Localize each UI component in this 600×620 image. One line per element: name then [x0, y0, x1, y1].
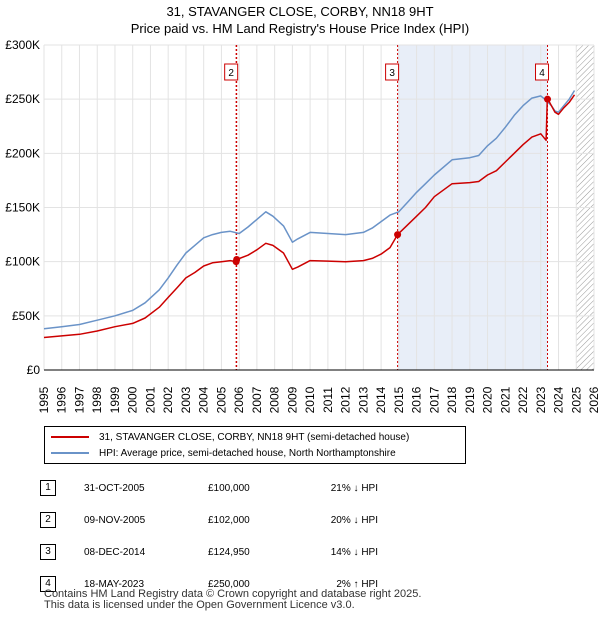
y-tick-label: £250K: [5, 92, 40, 106]
x-tick-label: 2004: [197, 386, 211, 413]
y-tick-label: £100K: [5, 255, 40, 269]
transaction-date: 31-OCT-2005: [84, 482, 145, 494]
table-row: 2 09-NOV-2005 £102,000 20% ↓ HPI: [40, 504, 378, 536]
legend-property-swatch: [51, 436, 89, 438]
x-tick-label: 2026: [587, 386, 600, 413]
transaction-hpi: 14% ↓ HPI: [330, 546, 378, 558]
x-tick-label: 1996: [55, 386, 69, 413]
page-title: 31, STAVANGER CLOSE, CORBY, NN18 9HT: [166, 4, 434, 19]
page-subtitle: Price paid vs. HM Land Registry's House …: [130, 21, 470, 36]
series-line: [43, 94, 576, 339]
footer: Contains HM Land Registry data © Crown c…: [44, 589, 421, 611]
table-row: 1 31-OCT-2005 £100,000 21% ↓ HPI: [40, 472, 378, 504]
x-tick-label: 2011: [321, 387, 335, 413]
sale-point: [233, 256, 241, 263]
transaction-price: £100,000: [208, 482, 250, 494]
x-tick-label: 2007: [250, 386, 264, 413]
annotation-label: 4: [535, 63, 550, 81]
series-line: [43, 90, 576, 330]
transaction-hpi: 2% ↑ HPI: [336, 578, 378, 590]
y-tick-label: £0: [27, 363, 41, 377]
transaction-number: 3: [40, 544, 56, 560]
transaction-price: £124,950: [208, 546, 250, 558]
x-tick-label: 2013: [356, 386, 370, 413]
x-tick-label: 2012: [339, 386, 353, 413]
transaction-number: 1: [40, 480, 56, 496]
x-tick-label: 2000: [126, 386, 140, 413]
table-row: 4 18-MAY-2023 £250,000 2% ↑ HPI: [40, 568, 378, 600]
x-tick-label: 1997: [72, 386, 86, 413]
annotation-box: [535, 63, 550, 81]
annotation-number: 2: [228, 68, 234, 79]
x-tick-label: 2025: [569, 386, 583, 413]
x-tick-label: 2002: [161, 386, 175, 413]
table-row: 3 08-DEC-2014 £124,950 14% ↓ HPI: [40, 536, 378, 568]
transaction-date: 18-MAY-2023: [84, 578, 145, 590]
annotation-number: 3: [389, 68, 395, 79]
x-tick-label: 2024: [552, 386, 566, 413]
transaction-hpi: 20% ↓ HPI: [330, 514, 378, 526]
annotation-label: 2: [224, 63, 239, 81]
x-tick-label: 2003: [179, 386, 193, 413]
x-tick-label: 1998: [90, 386, 104, 413]
legend: 31, STAVANGER CLOSE, CORBY, NN18 9HT (se…: [44, 426, 466, 464]
transaction-date: 08-DEC-2014: [84, 546, 146, 558]
x-tick-label: 1995: [37, 386, 51, 413]
price-chart: 2 3 4 £0 £50K £100K £150K £200K £250K £300K 1995 19…: [5, 38, 600, 413]
annotation-box: [385, 63, 400, 81]
x-tick-label: 2018: [445, 386, 459, 413]
x-tick-label: 2017: [427, 386, 441, 413]
footer-copyright: Contains HM Land Registry data © Crown c…: [44, 588, 422, 600]
x-tick-label: 2020: [481, 386, 495, 413]
transaction-price: £250,000: [208, 578, 250, 590]
x-tick-label: 2021: [498, 386, 512, 413]
x-tick-label: 2001: [143, 386, 157, 413]
y-tick-label: £300K: [5, 38, 40, 52]
x-tick-label: 2006: [232, 386, 246, 413]
x-tick-label: 2009: [285, 386, 299, 413]
x-tick-label: 2015: [392, 386, 406, 413]
x-tick-label: 2016: [410, 386, 424, 413]
annotation-number: 4: [539, 68, 545, 79]
footer-licence: This data is licensed under the Open Gov…: [44, 599, 355, 611]
transaction-number: 4: [40, 576, 56, 592]
x-tick-label: 2005: [214, 386, 228, 413]
x-tick-label: 2019: [463, 386, 477, 413]
transaction-hpi: 21% ↓ HPI: [330, 482, 378, 494]
annotation-label: 3: [385, 63, 400, 81]
sale-point: [544, 95, 552, 103]
transaction-date: 09-NOV-2005: [84, 514, 146, 526]
transactions-table: 1 31-OCT-2005 £100,000 21% ↓ HPI 2 09-NO…: [40, 472, 378, 600]
sale-point: [394, 231, 402, 239]
legend-hpi-swatch: [51, 452, 89, 454]
x-tick-label: 2008: [268, 386, 282, 413]
x-tick-label: 2022: [516, 386, 530, 413]
legend-property-label: 31, STAVANGER CLOSE, CORBY, NN18 9HT (se…: [99, 431, 410, 443]
annotation-box: [224, 63, 239, 81]
legend-hpi-label: HPI: Average price, semi-detached house,…: [99, 447, 396, 459]
y-tick-label: £50K: [12, 309, 40, 323]
x-tick-label: 1999: [108, 386, 122, 413]
y-tick-label: £150K: [5, 201, 40, 215]
y-tick-label: £200K: [5, 146, 40, 160]
x-tick-label: 2014: [374, 386, 388, 413]
transaction-number: 2: [40, 512, 56, 528]
x-tick-label: 2023: [534, 386, 548, 413]
x-tick-label: 2010: [303, 386, 317, 413]
transaction-price: £102,000: [208, 514, 250, 526]
